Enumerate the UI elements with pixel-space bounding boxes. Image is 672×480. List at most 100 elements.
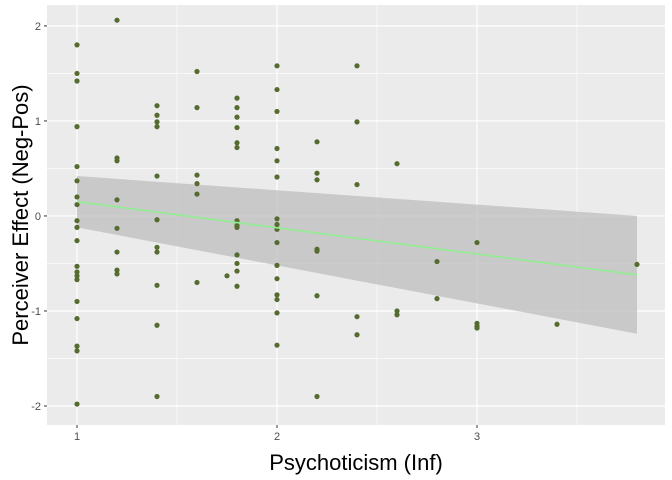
data-point [274, 108, 280, 115]
data-point [274, 310, 280, 316]
data-point [434, 296, 440, 302]
data-point [154, 249, 160, 255]
data-point [114, 249, 120, 255]
data-point [354, 63, 360, 69]
data-point [354, 314, 360, 320]
data-point [194, 181, 200, 187]
regression-line [76, 200, 638, 276]
data-point [74, 263, 80, 269]
data-point [154, 103, 160, 109]
data-point [194, 105, 200, 111]
data-point [154, 282, 160, 288]
data-point [234, 140, 240, 146]
data-point [74, 238, 80, 244]
data-point [274, 158, 280, 164]
data-point [394, 161, 400, 167]
data-point [394, 308, 400, 314]
data-point [74, 194, 80, 200]
data-point [74, 42, 80, 48]
data-point [354, 119, 360, 125]
data-point [234, 105, 240, 111]
data-point [194, 68, 200, 75]
data-point [154, 322, 160, 328]
data-point [74, 224, 80, 230]
y-tick-label: 2 [35, 21, 41, 33]
data-point [74, 178, 80, 184]
data-point [114, 158, 120, 164]
y-tick-label: -2 [31, 401, 41, 413]
y-axis-ticks: -2 -1 0 1 2 [31, 21, 47, 413]
data-point [314, 393, 320, 400]
data-point [114, 271, 120, 277]
data-point [474, 325, 480, 331]
data-point [194, 172, 200, 178]
data-point [74, 348, 80, 354]
data-point [74, 277, 80, 283]
data-point [194, 191, 200, 197]
data-point [274, 239, 280, 246]
data-point [114, 267, 120, 273]
data-point [274, 262, 280, 268]
data-point [314, 139, 320, 145]
data-point [274, 276, 280, 282]
data-point [274, 292, 280, 298]
data-point [314, 293, 320, 299]
data-point [474, 239, 480, 246]
data-point [234, 144, 240, 151]
data-point [234, 268, 240, 274]
data-point [154, 217, 160, 223]
data-point [74, 124, 80, 130]
data-point [74, 315, 80, 322]
data-point [234, 124, 240, 131]
data-point [274, 216, 280, 222]
data-point [154, 173, 160, 179]
data-point [434, 258, 440, 265]
data-point [74, 401, 80, 407]
data-point [154, 244, 160, 250]
data-point [394, 312, 400, 318]
data-point [154, 393, 160, 400]
data-point [114, 197, 120, 203]
data-point [314, 248, 320, 254]
y-axis-title: Perceiver Effect (Neg-Pos) [8, 84, 33, 345]
data-point [74, 343, 80, 349]
data-point [194, 279, 200, 286]
data-point [74, 163, 80, 170]
data-point [274, 174, 280, 180]
data-point [74, 218, 80, 224]
y-tick-label: -1 [31, 306, 41, 318]
data-point [274, 296, 280, 303]
x-tick-label: 1 [74, 431, 80, 443]
data-point [234, 224, 240, 230]
x-axis-title: Psychoticism (Inf) [269, 450, 443, 475]
data-point [154, 112, 160, 118]
data-point [114, 17, 120, 23]
data-point [234, 252, 240, 258]
data-point [274, 86, 280, 93]
data-point [74, 201, 80, 208]
data-point [314, 177, 320, 183]
confidence-ribbon [77, 176, 637, 334]
y-tick-label: 1 [35, 116, 41, 128]
data-point [74, 269, 80, 275]
data-point [234, 114, 240, 120]
data-point [274, 221, 280, 228]
x-axis-ticks: 1 2 3 [74, 425, 480, 443]
data-point [234, 95, 240, 101]
data-point [274, 63, 280, 69]
data-point [74, 70, 80, 77]
data-point [224, 273, 230, 279]
data-point [154, 119, 160, 125]
data-point [234, 260, 240, 267]
data-point [114, 225, 120, 231]
data-points [74, 17, 640, 407]
data-point [154, 124, 160, 130]
data-point [74, 298, 80, 305]
data-point [274, 145, 280, 152]
data-point [74, 78, 80, 84]
data-point [74, 273, 80, 279]
data-point [634, 261, 640, 268]
y-tick-label: 0 [35, 211, 41, 223]
data-point [354, 332, 360, 338]
